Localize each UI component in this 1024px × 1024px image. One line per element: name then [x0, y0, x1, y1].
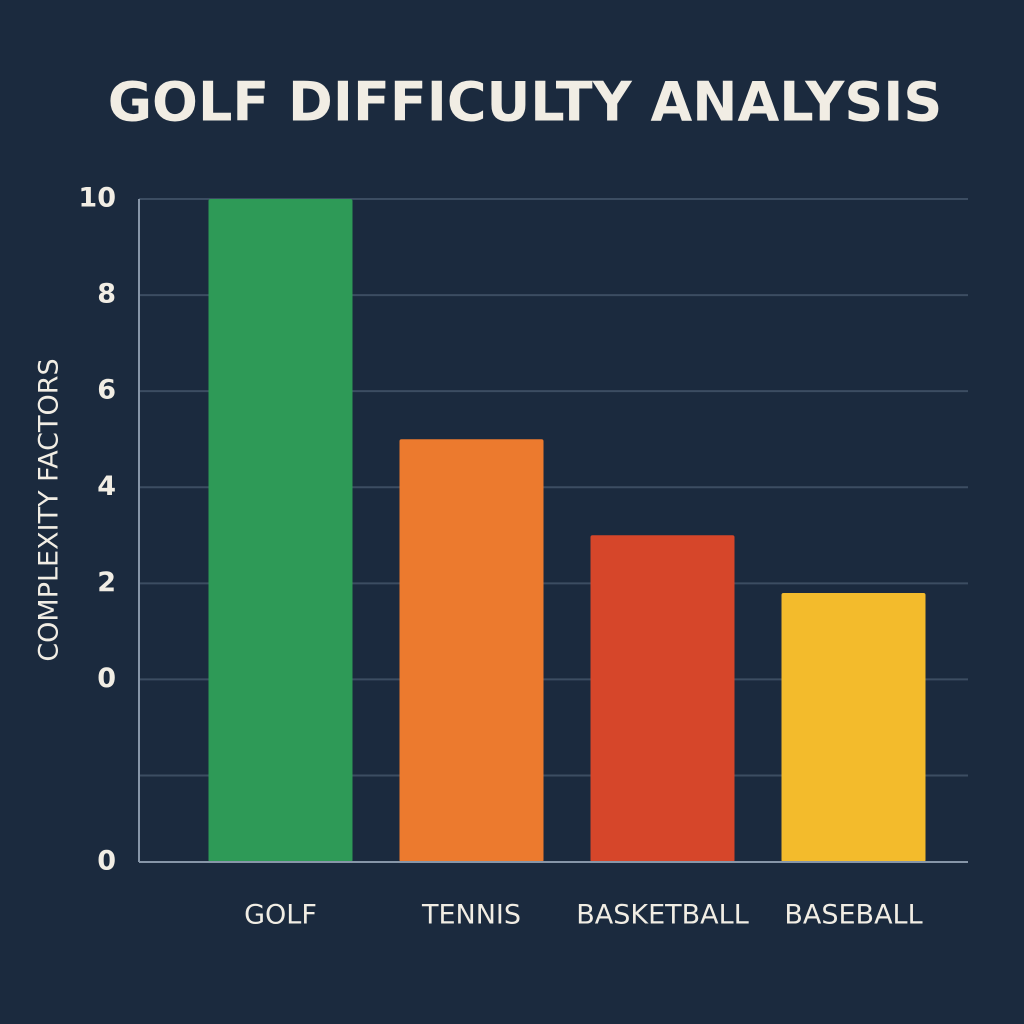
y-tick-label: 10: [78, 183, 116, 214]
y-tick-label: 0: [97, 846, 116, 877]
x-tick-label: GOLF: [244, 900, 317, 931]
y-tick-label: 0: [97, 663, 116, 694]
y-tick-label: 4: [97, 471, 116, 502]
y-axis-label: COMPLEXITY FACTORS: [34, 358, 65, 661]
y-tick-label: 6: [97, 375, 116, 406]
bar: [399, 439, 544, 862]
x-tick-label: BASKETBALL: [576, 900, 748, 931]
bar: [590, 535, 735, 862]
x-tick-label: BASEBALL: [784, 900, 922, 931]
bar: [781, 592, 926, 862]
x-tick-label: TENNIS: [421, 900, 521, 931]
y-tick-label: 8: [97, 279, 116, 310]
chart-title: GOLF DIFFICULTY ANALYSIS: [108, 71, 943, 134]
bar: [208, 199, 353, 862]
y-tick-label: 2: [97, 567, 116, 598]
